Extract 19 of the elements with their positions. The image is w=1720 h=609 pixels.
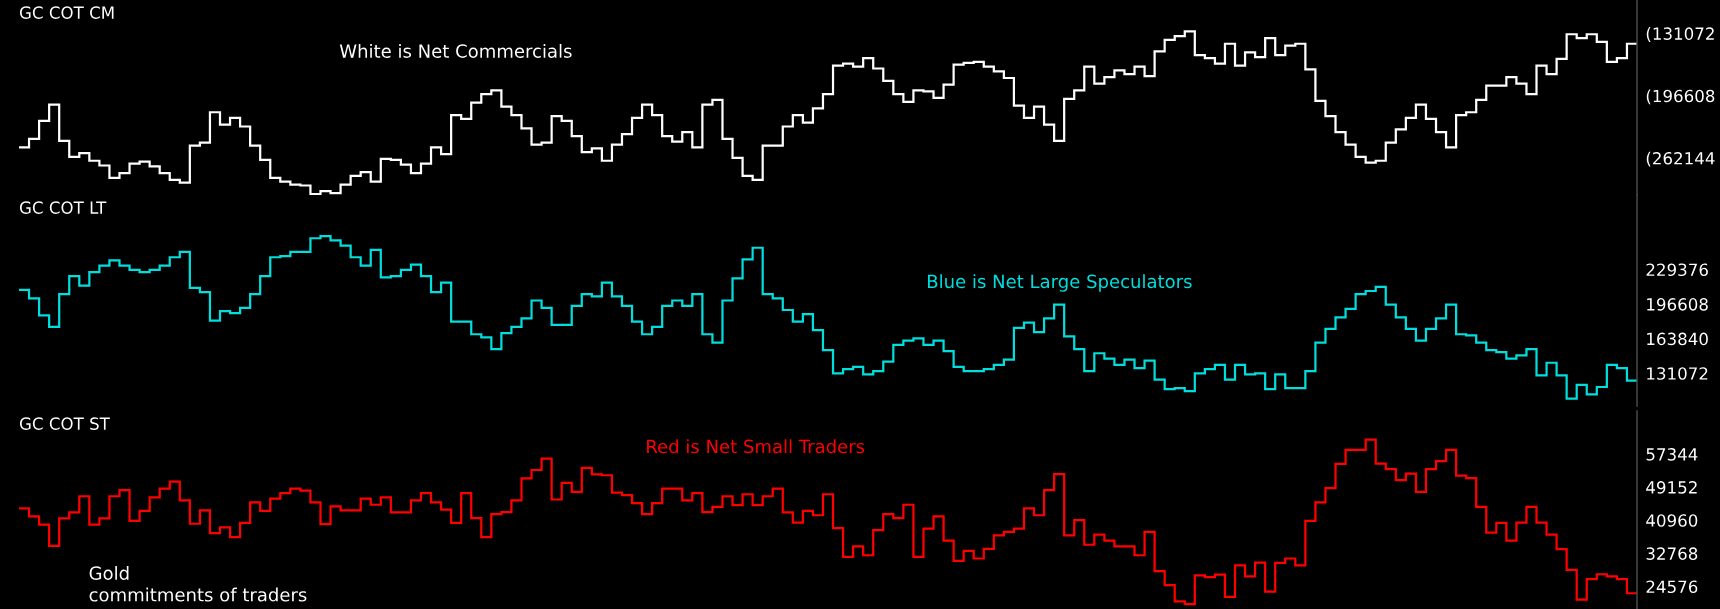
y-tick-label: 49152 [1646,481,1697,494]
y-tick-label: 163840 [1647,332,1708,346]
y-tick-label: (131072 [1646,27,1714,42]
y-tick-label: 57344 [1646,448,1698,461]
y-tick-label: 32768 [1646,547,1698,560]
y-tick-label: (196608 [1646,89,1715,105]
chart-title: GC COT CM [19,6,114,19]
y-tick-label: 196608 [1647,298,1708,311]
annotation: White is Net Commercials [339,43,572,58]
y-tick-label: 229376 [1646,263,1708,277]
y-tick-label: 24576 [1646,580,1698,594]
annotation: Blue is Net Large Speculators [928,274,1192,292]
y-tick-label: (262144 [1646,151,1715,167]
y-tick-label: 131072 [1647,367,1708,380]
annotation: Red is Net Small Traders [647,439,865,454]
chart-title: GC COT ST [19,417,110,430]
y-tick-label: 40960 [1646,514,1698,527]
chart-title: GC COT LT [19,201,107,214]
annotation: Gold commitments of traders [89,565,307,602]
